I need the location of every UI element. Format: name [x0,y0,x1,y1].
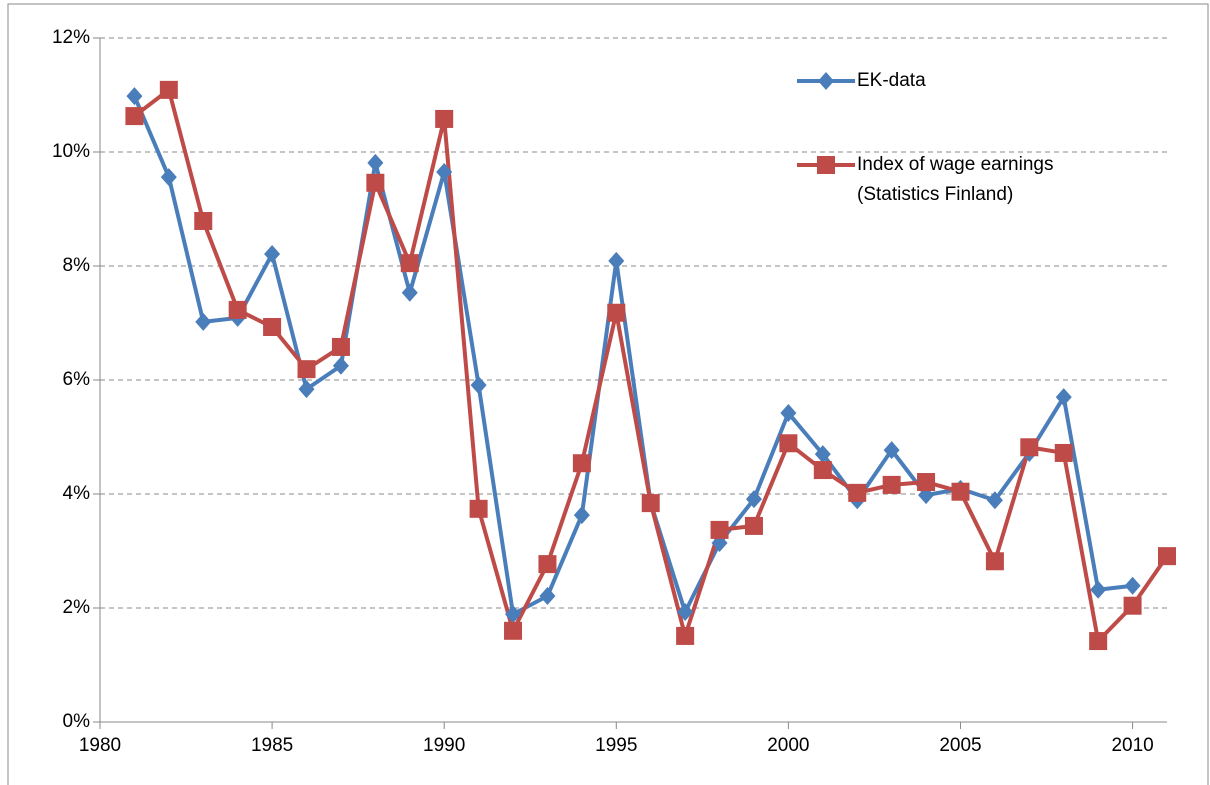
point-marker [676,626,695,645]
point-marker [951,482,970,501]
point-marker [1090,580,1107,599]
point-marker [228,300,247,319]
point-marker [573,506,590,525]
point-marker [160,168,177,187]
point-marker [1158,547,1176,566]
y-tick-label: 0% [63,711,91,732]
point-marker [1089,632,1108,651]
point-marker [332,356,349,375]
point-marker [505,605,522,624]
point-marker [470,376,487,395]
point-marker [264,245,281,264]
point-marker [985,552,1004,571]
point-marker [194,211,213,230]
point-marker [813,461,832,480]
point-marker [504,621,523,640]
point-marker [1055,388,1072,407]
point-marker [401,283,418,302]
x-tick-label: 1990 [423,735,465,756]
point-marker [779,434,798,453]
point-marker [400,254,419,273]
point-marker [1054,443,1073,462]
point-marker [780,404,797,423]
point-marker [848,483,867,502]
legend-label: Index of wage earnings (Statistics Finla… [857,154,1054,205]
point-marker [882,475,901,494]
point-marker [744,516,763,535]
point-marker [126,87,143,106]
point-marker [1123,596,1142,615]
point-marker [986,491,1003,510]
y-tick-label: 12% [52,27,90,48]
point-marker [608,251,625,270]
x-tick-label: 1995 [595,735,637,756]
point-marker [745,490,762,509]
point-marker [710,520,729,539]
point-marker [195,312,212,331]
legend-marker [818,72,834,90]
point-marker [1020,438,1039,457]
point-marker [436,162,453,181]
x-tick-label: 2000 [767,735,809,756]
point-marker [331,337,350,356]
y-tick-label: 6% [63,369,91,390]
point-marker [367,153,384,172]
point-marker [435,109,454,128]
point-marker [469,499,488,518]
point-marker [572,454,591,473]
point-marker [1124,576,1141,595]
x-tick-label: 1980 [79,735,121,756]
legend-marker [817,156,835,174]
point-marker [297,360,316,379]
y-tick-label: 8% [63,255,91,276]
point-marker [263,317,282,336]
x-tick-label: 2005 [939,735,981,756]
point-marker [366,173,385,192]
point-marker [814,445,831,464]
point-marker [677,602,694,621]
point-marker [538,555,557,574]
point-marker [917,473,936,492]
x-tick-label: 1985 [251,735,293,756]
x-tick-label: 2010 [1111,735,1153,756]
point-marker [607,303,626,322]
point-marker [125,107,144,126]
point-marker [883,441,900,460]
chart-border [7,3,1209,785]
point-marker [539,587,556,606]
point-marker [641,494,660,513]
y-tick-label: 2% [63,597,91,618]
point-marker [298,380,315,399]
legend-label: EK-data [857,70,926,91]
point-marker [159,80,178,99]
y-tick-label: 4% [63,483,91,504]
y-tick-label: 10% [52,141,90,162]
